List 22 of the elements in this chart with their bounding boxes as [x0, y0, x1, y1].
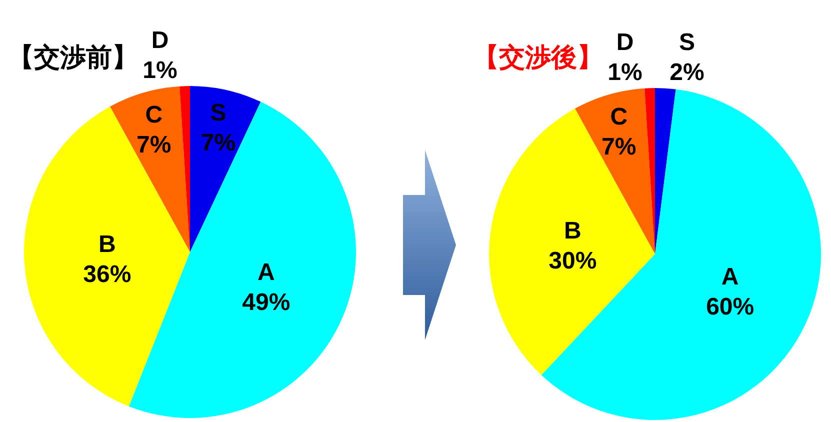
slice-label: C [610, 104, 628, 131]
data-label: 1% [608, 58, 642, 86]
chart-title: 【交渉前】 [8, 42, 138, 72]
data-label: 49% [242, 288, 290, 316]
slice-label: B [98, 231, 116, 258]
data-label: 7% [136, 132, 172, 159]
data-label: 7% [200, 130, 236, 157]
data-label: 60% [706, 293, 754, 320]
chart-title: 【交渉後】 [473, 42, 603, 72]
slice-label: A [258, 258, 275, 286]
data-label: 1% [142, 56, 178, 84]
slice-label: D [151, 26, 169, 54]
data-label: 7% [602, 134, 636, 161]
slice-label: S [678, 29, 696, 56]
slice-label: S [210, 100, 226, 127]
slice-label: B [564, 218, 582, 245]
data-label: 30% [548, 248, 597, 275]
data-label: 36% [83, 261, 132, 288]
data-label: 2% [670, 59, 704, 86]
slice-label: A [721, 263, 739, 290]
slice-label: D [616, 28, 634, 56]
slice-label: C [145, 102, 163, 129]
